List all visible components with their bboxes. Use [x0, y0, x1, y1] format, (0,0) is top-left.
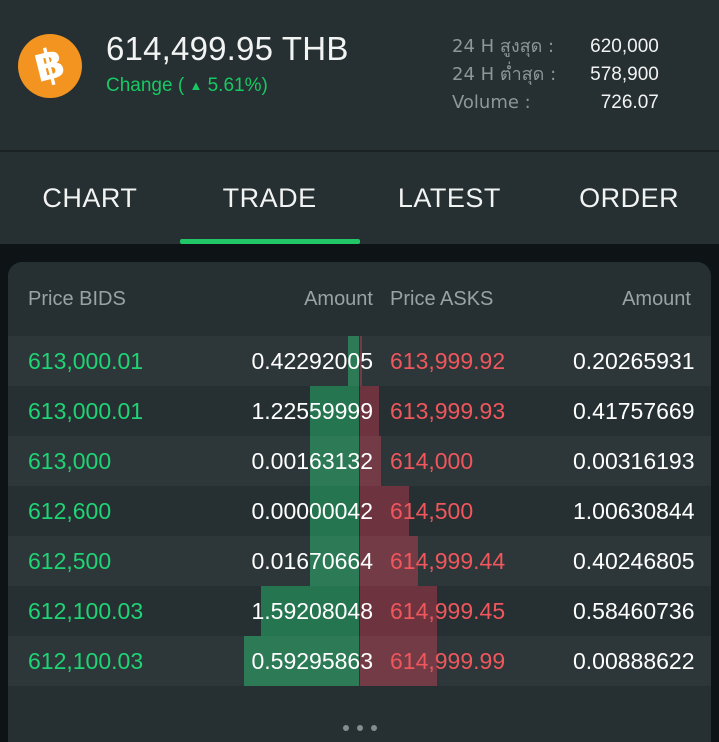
column-header-price-bids: Price BIDS: [28, 287, 126, 310]
table-row[interactable]: 613,000.01 0.42292005 613,999.92 0.20265…: [8, 336, 711, 386]
bitcoin-symbol-glyph: ฿: [29, 36, 70, 92]
bid-amount: 0.42292005: [251, 347, 373, 374]
bid-price: 612,500: [28, 547, 112, 574]
stat-label-24h-low: 24 H ต่ำสุด :: [452, 64, 557, 85]
page-indicator-dots[interactable]: [0, 718, 719, 736]
tab-active-underline: [179, 239, 360, 244]
header-divider: [0, 150, 719, 152]
ask-price: 614,999.44: [390, 547, 506, 574]
tab-latest-label: LATEST: [397, 182, 501, 213]
market-stats: 24 H สูงสุด : 620,000 24 H ต่ำสุด : 578,…: [452, 33, 659, 117]
tab-latest[interactable]: LATEST: [360, 152, 540, 244]
table-row[interactable]: 613,000.01 1.22559999 613,999.93 0.41757…: [8, 386, 711, 436]
stat-value-24h-low: 578,900: [590, 64, 659, 85]
ask-amount: 0.00316193: [573, 447, 695, 474]
ask-amount: 0.40246805: [573, 547, 695, 574]
bid-price: 613,000: [28, 447, 112, 474]
ask-price: 614,500: [390, 497, 474, 524]
bid-price: 613,000.01: [28, 397, 144, 424]
ask-price: 614,999.99: [390, 647, 506, 674]
price-block: 614,499.95 THB Change ( ▲ 5.61%): [106, 30, 349, 101]
ask-price: 614,999.45: [390, 597, 506, 624]
column-header-bid-amount: Amount: [304, 287, 373, 310]
ask-amount: 0.20265931: [573, 347, 695, 374]
stat-value-volume: 726.07: [600, 92, 659, 113]
price-change-value: 5.61%): [202, 75, 268, 96]
bid-price: 612,100.03: [28, 647, 144, 674]
bid-amount: 1.59208048: [251, 597, 373, 624]
tab-trade[interactable]: TRADE: [179, 152, 360, 244]
tab-trade-label: TRADE: [222, 182, 317, 213]
ask-amount: 0.00888622: [573, 647, 695, 674]
current-price: 614,499.95 THB: [106, 30, 349, 67]
stat-label-volume: Volume :: [452, 92, 531, 113]
price-change-prefix: Change (: [106, 75, 190, 96]
ask-price: 614,000: [390, 447, 474, 474]
ask-amount: 1.00630844: [573, 497, 695, 524]
orderbook-panel: Price BIDS Amount Price ASKS Amount 613,…: [8, 262, 711, 742]
tab-order[interactable]: ORDER: [539, 152, 719, 244]
bid-price: 612,100.03: [28, 597, 144, 624]
column-header-price-asks: Price ASKS: [390, 287, 494, 310]
bid-amount: 0.00163132: [251, 447, 373, 474]
bid-amount: 0.00000042: [251, 497, 373, 524]
market-header: ฿ 614,499.95 THB Change ( ▲ 5.61%) 24 H …: [0, 0, 719, 152]
stat-label-24h-high: 24 H สูงสุด :: [452, 36, 555, 57]
tab-bar: CHART TRADE LATEST ORDER: [0, 152, 719, 244]
page-indicator-dot[interactable]: [370, 725, 377, 731]
table-row[interactable]: 612,600 0.00000042 614,500 1.00630844: [8, 486, 711, 536]
table-row[interactable]: 612,100.03 1.59208048 614,999.45 0.58460…: [8, 586, 711, 636]
stat-value-24h-high: 620,000: [590, 36, 659, 57]
bitcoin-icon: ฿: [18, 33, 82, 98]
table-row[interactable]: 613,000 0.00163132 614,000 0.00316193: [8, 436, 711, 486]
column-header-ask-amount: Amount: [622, 287, 691, 310]
price-change: Change ( ▲ 5.61%): [106, 71, 349, 101]
orderbook-header-row: Price BIDS Amount Price ASKS Amount: [8, 262, 711, 336]
ask-amount: 0.41757669: [573, 397, 695, 424]
page-indicator-dot[interactable]: [342, 725, 349, 731]
bid-price: 612,600: [28, 497, 112, 524]
tab-chart[interactable]: CHART: [0, 152, 180, 244]
bid-price: 613,000.01: [28, 347, 144, 374]
table-row[interactable]: 612,500 0.01670664 614,999.44 0.40246805: [8, 536, 711, 586]
bid-amount: 0.01670664: [251, 547, 373, 574]
bid-amount: 1.22559999: [251, 397, 373, 424]
header-price-group: ฿ 614,499.95 THB Change ( ▲ 5.61%): [0, 0, 349, 101]
ask-price: 613,999.92: [390, 347, 506, 374]
table-row[interactable]: 612,100.03 0.59295863 614,999.99 0.00888…: [8, 636, 711, 686]
orderbook-rows: 613,000.01 0.42292005 613,999.92 0.20265…: [8, 336, 711, 686]
page-indicator-dot[interactable]: [356, 725, 363, 731]
ask-amount: 0.58460736: [573, 597, 695, 624]
ask-price: 613,999.93: [390, 397, 506, 424]
caret-up-icon: ▲: [189, 78, 203, 93]
bid-amount: 0.59295863: [251, 647, 373, 674]
tab-chart-label: CHART: [42, 182, 138, 213]
panel-bottom-padding: [8, 693, 711, 742]
tab-order-label: ORDER: [579, 182, 680, 213]
